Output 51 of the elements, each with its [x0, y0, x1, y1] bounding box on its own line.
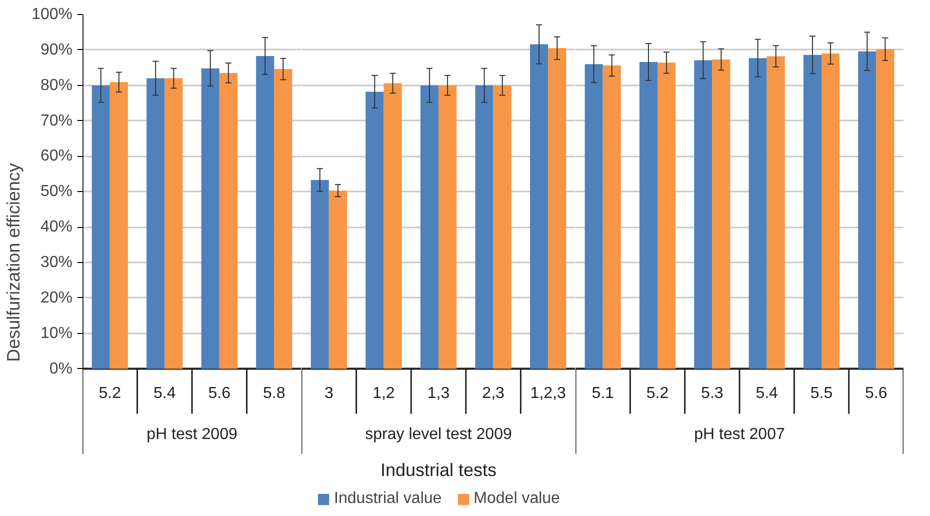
x-tick-label: 1,3: [427, 384, 450, 402]
legend-label: Model value: [474, 490, 560, 508]
y-axis-title: Desulfurization efficiency: [4, 163, 24, 362]
x-tick-label: 5.6: [865, 384, 888, 402]
y-tick-label: 60%: [40, 148, 73, 165]
y-tick-label: 40%: [40, 218, 73, 236]
bar: [256, 56, 274, 369]
bar: [201, 68, 220, 369]
bar: [219, 72, 238, 369]
bar: [328, 190, 347, 369]
bar: [366, 92, 384, 369]
bar: [493, 85, 512, 369]
x-tick-label: 5.4: [154, 384, 176, 402]
bar: [420, 85, 438, 369]
y-tick-label: 70%: [40, 112, 73, 130]
bar: [384, 83, 402, 369]
y-tick-label: 30%: [40, 254, 73, 271]
x-tick-label: 5.2: [98, 384, 122, 402]
x-axis-title: pH test 2009: [146, 426, 238, 443]
y-tick-label: 100%: [32, 6, 72, 23]
legend-label: Industrial value: [334, 490, 442, 508]
x-tick-label: 5.2: [646, 384, 669, 402]
bar: [438, 85, 457, 369]
x-axis-title: pH test 2007: [694, 426, 785, 443]
text: Industrial tests: [380, 460, 497, 480]
bar: [530, 44, 548, 369]
y-tick-label: 80%: [40, 76, 73, 94]
bar: [548, 48, 566, 369]
x-axis-title: spray level test 2009: [365, 426, 512, 443]
x-tick-label: 5.4: [756, 384, 778, 402]
bar: [475, 85, 494, 369]
y-tick-label: 10%: [40, 324, 73, 342]
x-tick-label: 1,2: [372, 384, 395, 402]
x-tick-label: 5.1: [592, 384, 614, 402]
bar: [92, 85, 110, 369]
x-tick-label: 2,3: [482, 384, 505, 402]
x-tick-label: 5.6: [208, 384, 231, 402]
bar: [110, 82, 128, 369]
x-tick-label: 1,2,3: [530, 384, 566, 402]
bar: [164, 78, 183, 369]
y-tick-label: 0%: [49, 360, 72, 378]
bar: [310, 180, 329, 369]
bar: [146, 78, 165, 369]
y-tick-label: 90%: [40, 41, 73, 58]
x-tick-label: 5.3: [701, 384, 724, 402]
y-tick-label: 20%: [40, 289, 73, 306]
x-tick-label: 5.5: [810, 384, 833, 402]
y-tick-label: 50%: [40, 183, 73, 200]
bar: [274, 69, 292, 369]
x-tick-label: 3: [324, 384, 334, 402]
x-tick-label: 5.8: [263, 384, 286, 402]
